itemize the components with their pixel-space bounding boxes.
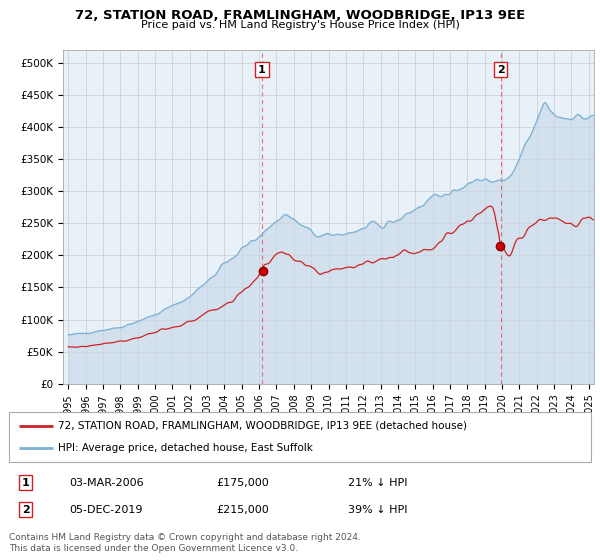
Text: 72, STATION ROAD, FRAMLINGHAM, WOODBRIDGE, IP13 9EE (detached house): 72, STATION ROAD, FRAMLINGHAM, WOODBRIDG… <box>58 421 467 431</box>
Text: 2: 2 <box>497 64 505 74</box>
Text: 21% ↓ HPI: 21% ↓ HPI <box>348 478 407 488</box>
Text: 1: 1 <box>258 64 266 74</box>
Text: 03-MAR-2006: 03-MAR-2006 <box>69 478 143 488</box>
Text: HPI: Average price, detached house, East Suffolk: HPI: Average price, detached house, East… <box>58 443 313 453</box>
Text: Contains HM Land Registry data © Crown copyright and database right 2024.
This d: Contains HM Land Registry data © Crown c… <box>9 533 361 553</box>
Text: 2: 2 <box>22 505 29 515</box>
Text: Price paid vs. HM Land Registry's House Price Index (HPI): Price paid vs. HM Land Registry's House … <box>140 20 460 30</box>
Text: 72, STATION ROAD, FRAMLINGHAM, WOODBRIDGE, IP13 9EE: 72, STATION ROAD, FRAMLINGHAM, WOODBRIDG… <box>75 9 525 22</box>
FancyBboxPatch shape <box>9 412 591 462</box>
Text: 39% ↓ HPI: 39% ↓ HPI <box>348 505 407 515</box>
Text: 05-DEC-2019: 05-DEC-2019 <box>69 505 143 515</box>
Text: £175,000: £175,000 <box>216 478 269 488</box>
Text: 1: 1 <box>22 478 29 488</box>
Text: £215,000: £215,000 <box>216 505 269 515</box>
